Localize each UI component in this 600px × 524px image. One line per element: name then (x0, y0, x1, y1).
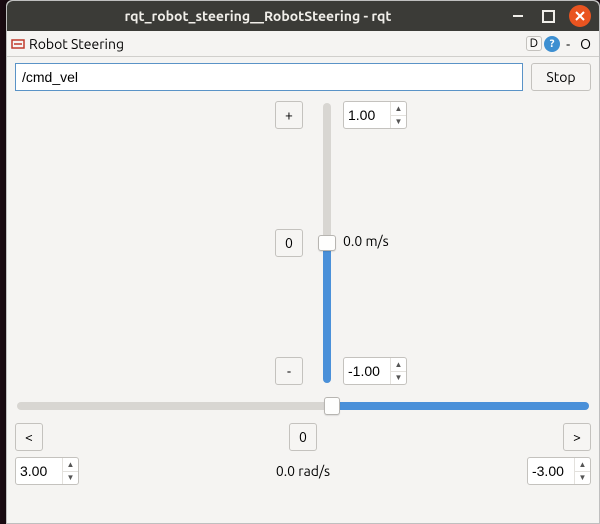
angular-value-label: 0.0 rad/s (276, 463, 330, 479)
spin-down-icon[interactable]: ▼ (575, 472, 590, 485)
spin-down-icon[interactable]: ▼ (63, 472, 78, 485)
spin-down-icon[interactable]: ▼ (391, 116, 406, 129)
linear-max-spinner[interactable]: ▲▼ (343, 101, 407, 129)
spin-up-icon[interactable]: ▲ (391, 358, 406, 372)
linear-panel: + ▲▼ 0 0.0 m/s - ▲▼ (15, 99, 591, 389)
angular-right-spinner[interactable]: ▲▼ (527, 457, 591, 485)
spin-up-icon[interactable]: ▲ (575, 458, 590, 472)
spin-up-icon[interactable]: ▲ (63, 458, 78, 472)
help-icon[interactable]: ? (544, 36, 560, 52)
angular-zero-button[interactable]: 0 (289, 423, 317, 451)
linear-decrease-button[interactable]: - (275, 357, 303, 385)
plugin-title: Robot Steering (29, 36, 526, 52)
content-area: Stop + ▲▼ 0 0.0 m/s - (7, 57, 599, 523)
angular-button-row: < 0 > (15, 423, 591, 451)
toolbar-dash: - (566, 36, 570, 52)
linear-min-input[interactable] (344, 358, 390, 384)
linear-value-label: 0.0 m/s (343, 233, 389, 249)
linear-min-spinner[interactable]: ▲▼ (343, 357, 407, 385)
angular-left-button[interactable]: < (15, 423, 43, 451)
minimize-button[interactable] (509, 7, 527, 25)
linear-increase-button[interactable]: + (275, 101, 303, 129)
angular-slider-fill (332, 402, 589, 410)
angular-left-input[interactable] (16, 458, 62, 484)
window-buttons (509, 5, 599, 27)
spin-down-icon[interactable]: ▼ (391, 372, 406, 385)
app-window: rqt_robot_steering__RobotSteering - rqt … (6, 0, 600, 524)
topic-input[interactable] (15, 63, 523, 91)
linear-slider-fill (323, 243, 331, 383)
topic-row: Stop (15, 63, 591, 91)
angular-slider-thumb[interactable] (324, 397, 340, 415)
plugin-icon (11, 37, 25, 51)
plugin-toolbar: Robot Steering D ? - O (7, 31, 599, 57)
linear-zero-button[interactable]: 0 (275, 229, 303, 257)
angular-right-input[interactable] (528, 458, 574, 484)
angular-value-row: ▲▼ 0.0 rad/s ▲▼ (15, 457, 591, 485)
close-button[interactable] (569, 5, 591, 27)
angular-slider[interactable] (15, 395, 591, 417)
dock-chip[interactable]: D (526, 36, 542, 51)
titlebar[interactable]: rqt_robot_steering__RobotSteering - rqt (7, 1, 599, 31)
angular-right-button[interactable]: > (563, 423, 591, 451)
maximize-button[interactable] (539, 7, 557, 25)
toolbar-o: O (580, 36, 591, 52)
angular-left-spinner[interactable]: ▲▼ (15, 457, 79, 485)
spin-up-icon[interactable]: ▲ (391, 102, 406, 116)
window-title: rqt_robot_steering__RobotSteering - rqt (7, 8, 509, 24)
stop-button[interactable]: Stop (531, 63, 591, 91)
linear-max-input[interactable] (344, 102, 390, 128)
linear-slider-thumb[interactable] (318, 235, 336, 251)
